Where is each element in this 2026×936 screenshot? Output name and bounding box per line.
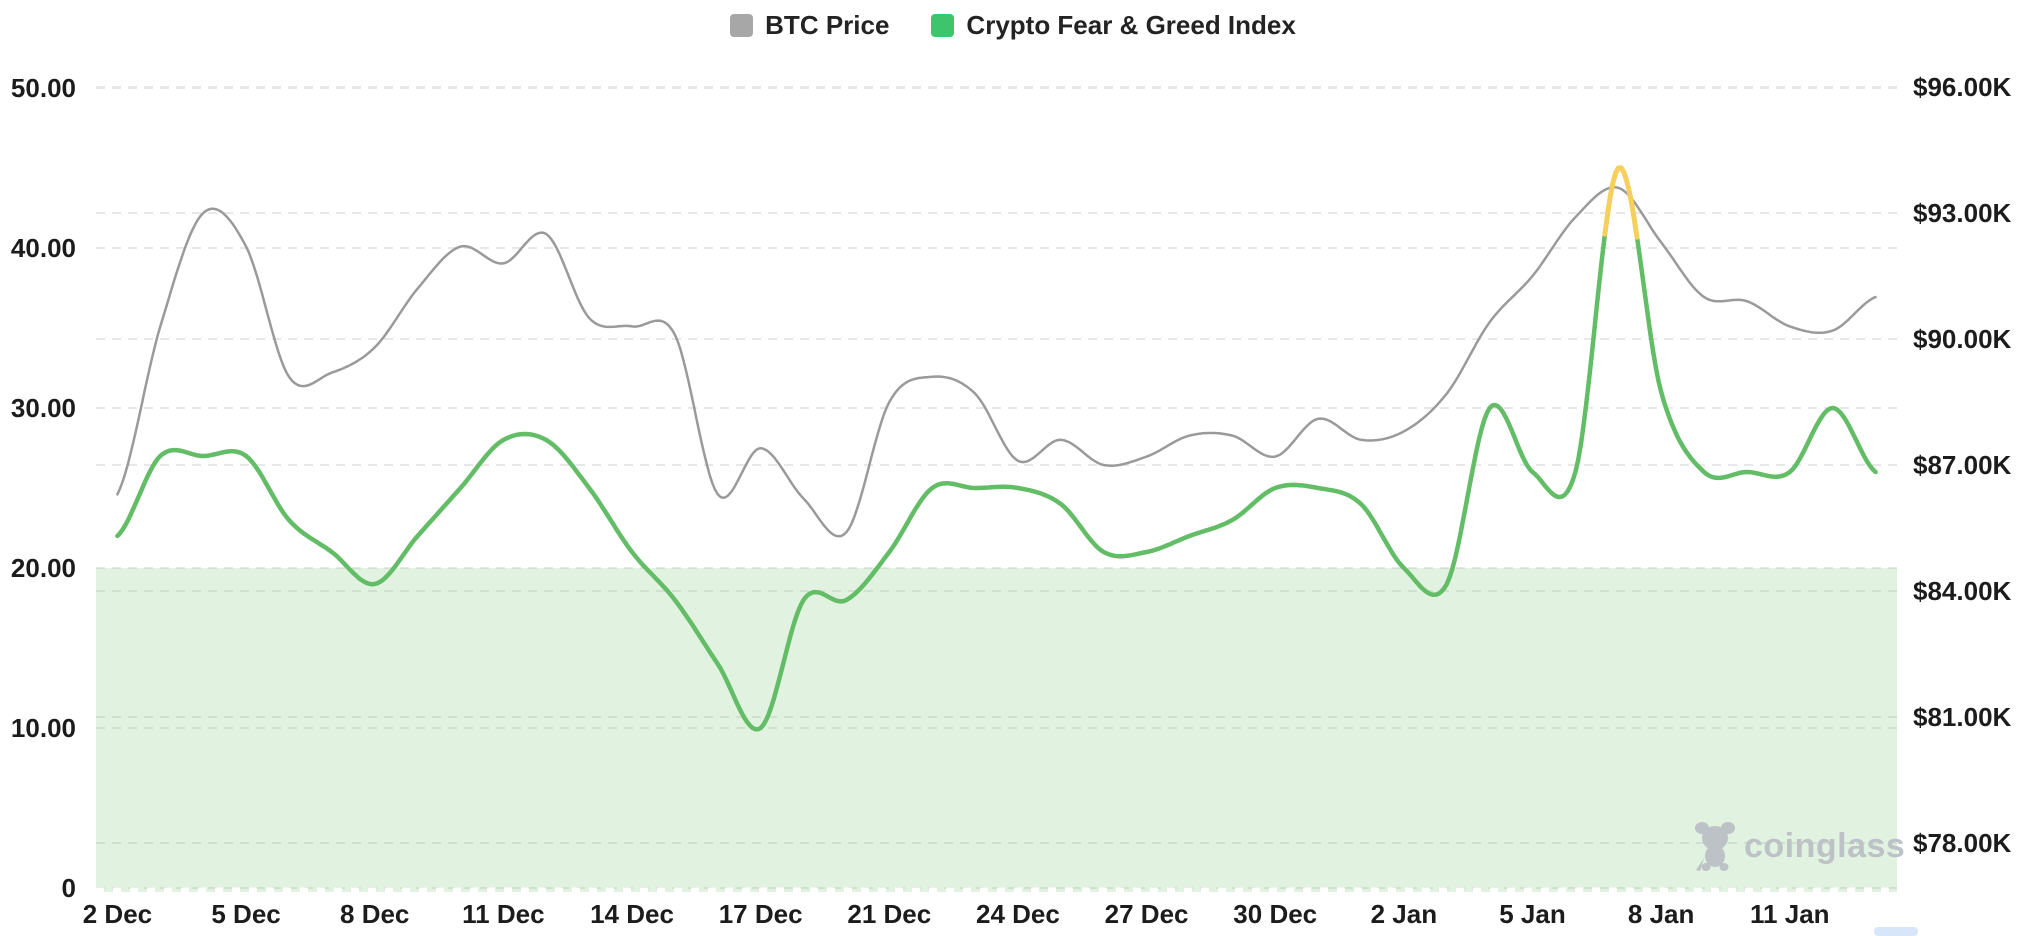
x-axis-label: 30 Dec bbox=[1233, 899, 1317, 929]
legend-item-btc-price[interactable]: BTC Price bbox=[730, 10, 889, 41]
right-axis-label: $93.00K bbox=[1913, 198, 2012, 228]
right-axis-label: $84.00K bbox=[1913, 576, 2012, 606]
x-axis-label: 24 Dec bbox=[976, 899, 1060, 929]
left-axis-label: 0 bbox=[62, 873, 76, 903]
x-axis-label: 14 Dec bbox=[590, 899, 674, 929]
legend: BTC Price Crypto Fear & Greed Index bbox=[0, 10, 2026, 41]
right-axis-label: $78.00K bbox=[1913, 828, 2012, 858]
fear-greed-line[interactable] bbox=[115, 165, 1878, 732]
fear-greed-legend-label: Crypto Fear & Greed Index bbox=[966, 10, 1296, 40]
btc-price-legend-swatch bbox=[730, 14, 754, 37]
fear-greed-line-greed-segment[interactable] bbox=[1602, 165, 1640, 240]
btc-price-legend-label: BTC Price bbox=[765, 10, 890, 40]
right-axis-label: $90.00K bbox=[1913, 324, 2012, 354]
right-axis-label: $96.00K bbox=[1913, 72, 2012, 102]
legend-item-fear-greed[interactable]: Crypto Fear & Greed Index bbox=[931, 10, 1296, 41]
x-axis-label: 17 Dec bbox=[719, 899, 803, 929]
x-axis-label: 27 Dec bbox=[1105, 899, 1189, 929]
x-axis-label: 8 Jan bbox=[1628, 899, 1695, 929]
x-axis-label: 11 Dec bbox=[462, 899, 544, 929]
x-axis-label: 8 Dec bbox=[340, 899, 409, 929]
x-axis-label: 2 Dec bbox=[83, 899, 152, 929]
right-axis-label: $81.00K bbox=[1913, 702, 2012, 732]
page-scroll-handle[interactable] bbox=[1874, 927, 1918, 936]
fear-greed-legend-swatch bbox=[931, 14, 955, 37]
fear-zone-fill bbox=[96, 568, 1897, 892]
x-axis-label: 11 Jan bbox=[1750, 899, 1830, 929]
right-axis-label: $87.00K bbox=[1913, 450, 2012, 480]
left-axis-label: 20.00 bbox=[11, 553, 76, 583]
x-axis-label: 5 Dec bbox=[211, 899, 280, 929]
left-axis-label: 50.00 bbox=[11, 73, 76, 103]
x-axis-label: 5 Jan bbox=[1499, 899, 1566, 929]
left-axis-label: 10.00 bbox=[11, 713, 76, 743]
left-axis-label: 30.00 bbox=[11, 393, 76, 423]
left-axis-label: 40.00 bbox=[11, 233, 76, 263]
btc-price-line[interactable] bbox=[116, 186, 1877, 538]
x-axis-label: 2 Jan bbox=[1371, 899, 1438, 929]
x-axis-label: 21 Dec bbox=[847, 899, 931, 929]
